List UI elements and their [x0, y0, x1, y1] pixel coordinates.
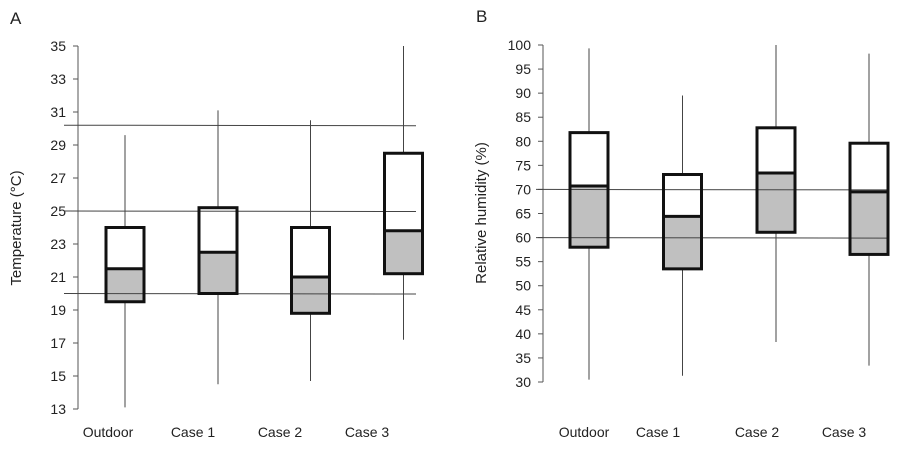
y-tick-label: 33: [50, 71, 66, 87]
box-lower-half: [199, 252, 237, 294]
y-tick-label: 65: [515, 206, 531, 222]
box-upper-half: [757, 127, 795, 174]
x-category-label: Case 3: [345, 424, 390, 440]
x-category-label: Case 1: [171, 424, 216, 440]
box-upper-half: [291, 227, 330, 277]
y-tick-label: 31: [50, 104, 66, 120]
box-upper-half: [570, 132, 608, 187]
x-category-label: Outdoor: [559, 424, 610, 440]
reference-line: [63, 210, 417, 212]
box-outline: [197, 206, 239, 295]
y-tick-label: 70: [515, 181, 531, 197]
box-lower-half: [757, 173, 795, 233]
y-tick-label: 40: [515, 326, 531, 342]
reference-line: [63, 124, 417, 127]
y-tick-label: 17: [50, 335, 66, 351]
y-tick-label: 50: [515, 278, 531, 294]
y-axis-title-temperature: Temperature (°C): [8, 170, 25, 285]
y-tick-label: 13: [50, 401, 66, 417]
x-category-label: Case 2: [735, 424, 780, 440]
y-tick-label: 80: [515, 133, 531, 149]
y-tick-label: 15: [50, 368, 66, 384]
y-tick-label: 25: [50, 203, 66, 219]
box-upper-half: [199, 207, 237, 253]
y-tick-label: 35: [50, 38, 66, 54]
box-outline: [568, 131, 610, 249]
box-lower-half: [850, 191, 888, 255]
reference-line: [535, 188, 889, 191]
box-outline: [755, 126, 797, 234]
y-tick-label: 35: [515, 350, 531, 366]
box-outline: [662, 173, 703, 271]
y-tick-label: 75: [515, 157, 531, 173]
y-tick-label: 90: [515, 85, 531, 101]
x-category-label: Case 1: [636, 424, 681, 440]
box-upper-half: [850, 143, 888, 192]
box-upper-half: [663, 174, 702, 217]
box-lower-half: [291, 277, 330, 314]
box-outline: [848, 141, 890, 256]
reference-line: [63, 293, 417, 295]
panel-label-b: B: [476, 7, 487, 26]
box-lower-half: [663, 216, 702, 269]
y-tick-label: 45: [515, 302, 531, 318]
y-tick-label: 21: [50, 269, 66, 285]
x-category-label: Outdoor: [83, 424, 134, 440]
y-tick-label: 23: [50, 236, 66, 252]
panel-humidity: B Relative humidity (%) 30 35 40 45 50 55 60 65…: [473, 7, 890, 440]
panel-label-a: A: [10, 9, 22, 28]
box-outline: [104, 226, 146, 304]
reference-line: [535, 237, 889, 239]
y-tick-label: 19: [50, 302, 66, 318]
box-upper-half: [384, 153, 423, 231]
x-category-label: Case 3: [822, 424, 867, 440]
box-lower-half: [570, 186, 608, 248]
y-tick-label: 85: [515, 109, 531, 125]
y-tick-label: 30: [515, 374, 531, 390]
y-tick-label: 60: [515, 230, 531, 246]
panel-temperature: A Temperature (°C) 13 15 17 19 21 23 25 27 29 31 3…: [8, 9, 424, 440]
box-lower-half: [106, 268, 144, 302]
box-outline: [383, 151, 424, 276]
y-tick-label: 29: [50, 137, 66, 153]
y-axis-title-humidity: Relative humidity (%): [473, 142, 490, 284]
y-tick-label: 55: [515, 254, 531, 270]
box-lower-half: [384, 230, 423, 274]
x-category-label: Case 2: [258, 424, 303, 440]
y-tick-label: 100: [508, 37, 532, 53]
y-tick-label: 95: [515, 61, 531, 77]
box-outline: [290, 226, 331, 315]
box-upper-half: [106, 227, 144, 269]
y-tick-label: 27: [50, 170, 66, 186]
